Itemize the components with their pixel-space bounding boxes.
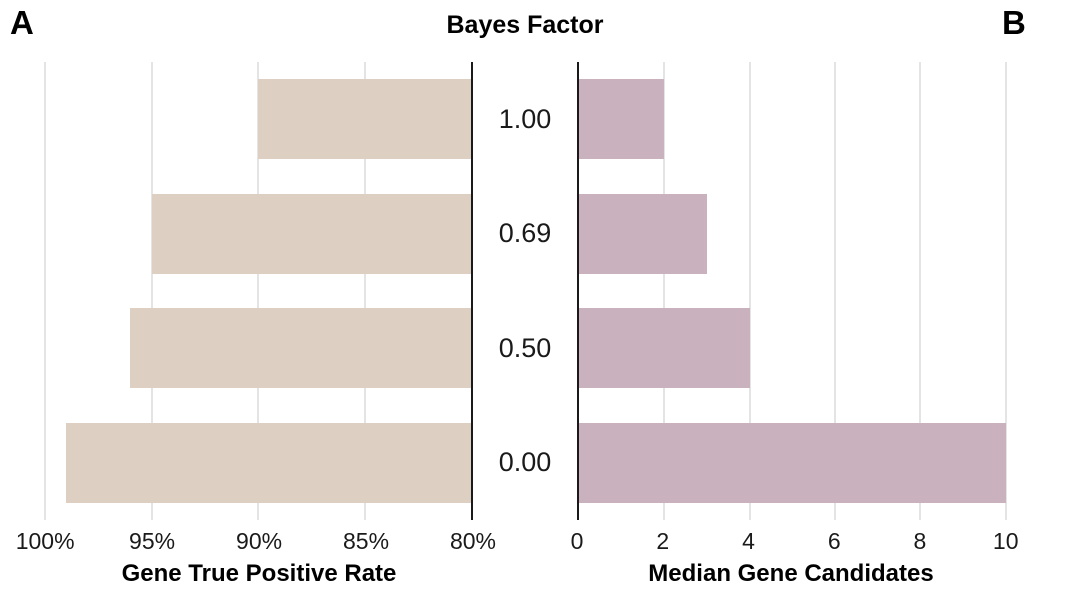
gridline (663, 62, 666, 520)
bayes-factor-tick-label: 0.00 (498, 447, 552, 478)
gridline (44, 62, 47, 520)
x-tick-label: 4 (742, 528, 755, 554)
panel-b-label: B (1002, 4, 1026, 41)
bar (579, 79, 665, 160)
bar-row (28, 177, 471, 292)
bar (579, 193, 708, 274)
gridline (919, 62, 922, 520)
bar-row (28, 291, 471, 406)
bar-row (579, 406, 1040, 521)
gridline (150, 62, 153, 520)
panel-a-x-axis-title: Gene True Positive Rate (121, 560, 397, 587)
gridline (363, 62, 366, 520)
x-tick-label: 95% (129, 528, 176, 554)
x-tick-label: 10 (992, 528, 1019, 554)
bar-row (579, 177, 1040, 292)
x-tick-label: 0 (570, 528, 584, 554)
panel-b-plot-area (577, 62, 1040, 520)
bayes-factor-tick-label: 1.00 (498, 103, 552, 134)
bar (66, 422, 471, 503)
bar-series (28, 62, 471, 520)
x-tick-label: 100% (15, 528, 75, 554)
bar-row (28, 62, 471, 177)
x-tick-label: 85% (342, 528, 390, 554)
x-tick-label: 90% (236, 528, 283, 554)
bayes-factor-tick-label: 0.69 (498, 218, 552, 249)
x-tick-label: 80% (449, 528, 497, 554)
panel-a-plot-area (28, 62, 473, 520)
panel-a-label: A (10, 4, 34, 41)
x-tick-label: 6 (827, 528, 841, 554)
bayes-factor-tick-labels: 1.00 0.69 0.50 0.00 (473, 62, 577, 520)
bar-series (579, 62, 1040, 520)
bar-row (28, 406, 471, 521)
bar (258, 79, 471, 160)
bayes-factor-tick-label: 0.50 (498, 332, 552, 363)
x-tick-label: 8 (913, 528, 927, 554)
bar-row (579, 62, 1040, 177)
panel-a-x-tick-labels: 100% 95% 90% 85% 80% (16, 524, 496, 558)
gridline (834, 62, 837, 520)
bar (579, 422, 1006, 503)
bar (151, 193, 471, 274)
x-tick-label: 2 (656, 528, 670, 554)
center-axis-title: Bayes Factor (446, 11, 604, 39)
gridline (748, 62, 751, 520)
bar-row (579, 291, 1040, 406)
panel-b-x-axis-title: Median Gene Candidates (648, 560, 934, 587)
panel-b-x-tick-labels: 0 2 4 6 8 10 (571, 524, 1040, 558)
bar (130, 308, 471, 389)
bar (579, 308, 750, 389)
gridline (1004, 62, 1007, 520)
gridline (257, 62, 260, 520)
